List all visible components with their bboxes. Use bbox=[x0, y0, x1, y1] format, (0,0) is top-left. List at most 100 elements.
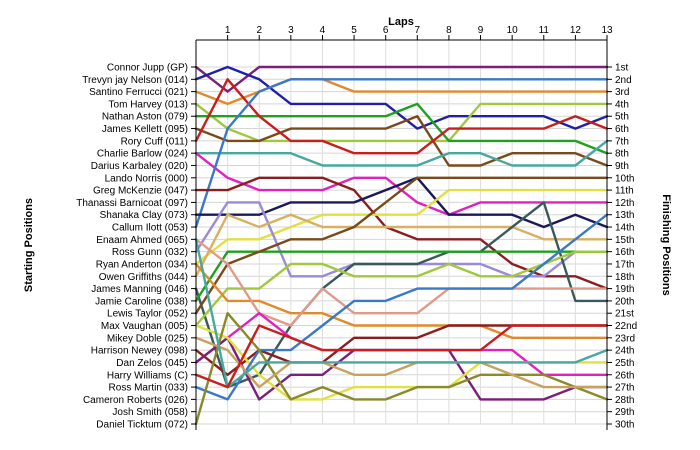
starting-position-label: Rory Cuff (011) bbox=[121, 136, 188, 147]
finishing-position-label: 8th bbox=[615, 149, 629, 160]
finishing-position-label: 24th bbox=[615, 346, 634, 357]
finishing-position-label: 10th bbox=[615, 173, 634, 184]
series-line-17 bbox=[194, 250, 609, 303]
starting-position-label: Ross Martin (033) bbox=[109, 383, 188, 394]
starting-position-label: Enaam Ahmed (065) bbox=[96, 235, 188, 246]
starting-position-label: James Kellett (095) bbox=[102, 124, 188, 135]
finishing-position-label: 20th bbox=[615, 296, 634, 307]
starting-position-label: Lando Norris (000) bbox=[105, 173, 188, 184]
finishing-position-label: 12th bbox=[615, 198, 634, 209]
finishing-position-label: 3rd bbox=[615, 87, 629, 98]
lap-tick-label: 13 bbox=[601, 25, 613, 36]
starting-position-label: Callum Ilott (053) bbox=[112, 223, 188, 234]
y-axis-title-left: Starting Positions bbox=[23, 198, 35, 292]
series-line-30 bbox=[194, 324, 609, 389]
finishing-position-label: 16th bbox=[615, 247, 634, 258]
x-axis-title: Laps bbox=[388, 16, 414, 28]
finishing-position-label: 9th bbox=[615, 161, 629, 172]
lap-tick-label: 1 bbox=[225, 25, 231, 36]
finishing-position-label: 4th bbox=[615, 99, 629, 110]
starting-position-label: Harry Williams (C) bbox=[107, 370, 188, 381]
series-line-7 bbox=[194, 78, 609, 155]
series-line-19 bbox=[194, 250, 609, 327]
starting-position-label: Tom Harvey (013) bbox=[109, 99, 188, 110]
finishing-position-label: 22nd bbox=[615, 321, 637, 332]
starting-position-label: Greg McKenzie (047) bbox=[93, 186, 188, 197]
finishing-position-label: 25th bbox=[615, 358, 634, 369]
starting-position-label: Harrison Newey (098) bbox=[91, 346, 188, 357]
lap-tick-label: 10 bbox=[507, 25, 519, 36]
finishing-position-label: 5th bbox=[615, 112, 629, 123]
starting-position-label: Lewis Taylor (052) bbox=[107, 309, 188, 320]
starting-position-label: Ross Gunn (032) bbox=[112, 247, 188, 258]
starting-position-label: Owen Griffiths (044) bbox=[99, 272, 188, 283]
series-line-4 bbox=[194, 102, 609, 143]
starting-position-label: Charlie Barlow (024) bbox=[97, 149, 188, 160]
series-line-10 bbox=[194, 78, 609, 229]
lap-tick-label: 4 bbox=[320, 25, 326, 36]
series-line-15 bbox=[194, 213, 609, 278]
starting-position-label: Nathan Aston (079) bbox=[102, 112, 188, 123]
finishing-position-label: 1st bbox=[615, 63, 629, 74]
finishing-position-label: 7th bbox=[615, 136, 629, 147]
finishing-position-label: 15th bbox=[615, 235, 634, 246]
series-line-21 bbox=[194, 238, 609, 327]
finishing-position-label: 6th bbox=[615, 124, 629, 135]
starting-position-label: Dan Zelos (045) bbox=[116, 358, 188, 369]
finishing-position-label: 28th bbox=[615, 395, 634, 406]
starting-position-label: Daniel Ticktum (072) bbox=[96, 420, 188, 431]
finishing-position-label: 29th bbox=[615, 407, 634, 418]
series-line-18 bbox=[194, 176, 609, 315]
finishing-position-label: 23rd bbox=[615, 333, 635, 344]
series-line-22 bbox=[194, 312, 609, 376]
series-line-13 bbox=[194, 188, 609, 266]
series-line-8 bbox=[194, 139, 609, 167]
starting-position-label: Santino Ferrucci (021) bbox=[89, 87, 188, 98]
series-lines bbox=[194, 65, 609, 426]
series-line-5 bbox=[194, 102, 609, 155]
lap-tick-label: 3 bbox=[288, 25, 294, 36]
lap-tick-label: 7 bbox=[415, 25, 421, 36]
series-line-6 bbox=[194, 114, 609, 167]
finishing-position-label: 27th bbox=[615, 383, 634, 394]
series-line-1 bbox=[194, 65, 609, 93]
lap-tick-label: 8 bbox=[446, 25, 452, 36]
starting-position-label: Thanassi Barnicoat (097) bbox=[76, 198, 188, 209]
series-line-2 bbox=[194, 65, 609, 130]
starting-position-label: Ryan Anderton (034) bbox=[96, 259, 188, 270]
lap-tick-label: 6 bbox=[383, 25, 389, 36]
series-line-27 bbox=[194, 312, 609, 426]
starting-position-label: Max Vaughan (005) bbox=[101, 321, 188, 332]
finishing-position-label: 26th bbox=[615, 370, 634, 381]
lap-tick-label: 11 bbox=[539, 25, 550, 36]
finishing-position-label: 19th bbox=[615, 284, 634, 295]
starting-position-label: Shanaka Clay (073) bbox=[100, 210, 188, 221]
finishing-position-label: 2nd bbox=[615, 75, 632, 86]
starting-position-label: Josh Smith (058) bbox=[112, 407, 188, 418]
starting-position-label: Mikey Doble (025) bbox=[107, 333, 188, 344]
series-line-26 bbox=[194, 213, 609, 401]
finishing-position-label: 14th bbox=[615, 223, 634, 234]
lap-tick-label: 9 bbox=[478, 25, 484, 36]
lap-tick-label: 2 bbox=[256, 25, 262, 36]
y-axis-title-right: Finishing Positions bbox=[660, 194, 672, 295]
finishing-position-label: 13th bbox=[615, 210, 634, 221]
starting-position-label: Connor Jupp (GP) bbox=[107, 63, 188, 74]
series-line-11 bbox=[194, 176, 609, 290]
starting-position-label: James Manning (046) bbox=[91, 284, 188, 295]
series-line-29 bbox=[194, 238, 609, 389]
starting-position-label: Jamie Caroline (038) bbox=[95, 296, 188, 307]
finishing-position-label: 17th bbox=[615, 259, 634, 270]
series-line-28 bbox=[194, 336, 609, 389]
lap-tick-label: 5 bbox=[351, 25, 357, 36]
starting-position-label: Cameron Roberts (026) bbox=[83, 395, 188, 406]
axes bbox=[191, 35, 612, 430]
series-line-20 bbox=[194, 262, 609, 339]
finishing-position-label: 11th bbox=[615, 186, 634, 197]
starting-position-label: Trevyn jay Nelson (014) bbox=[82, 75, 188, 86]
lap-tick-label: 12 bbox=[570, 25, 582, 36]
finishing-position-label: 18th bbox=[615, 272, 634, 283]
finishing-position-label: 21st bbox=[615, 309, 634, 320]
